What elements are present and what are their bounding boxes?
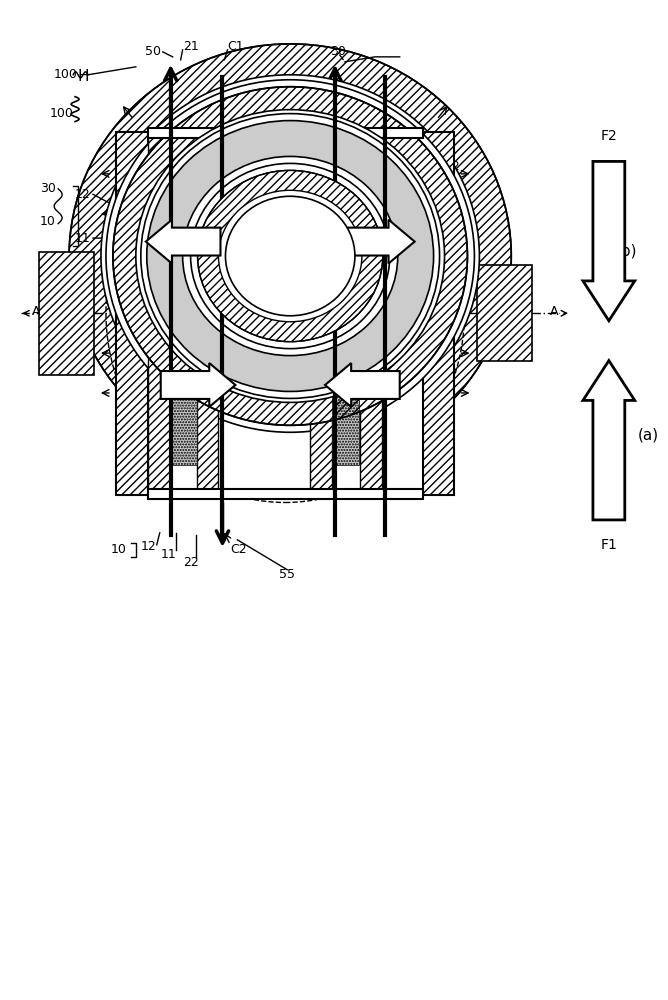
- FancyArrow shape: [583, 361, 635, 520]
- Text: (a): (a): [638, 428, 659, 443]
- Ellipse shape: [190, 163, 389, 349]
- Text: 10: 10: [111, 543, 127, 556]
- Bar: [170, 203, 196, 283]
- Text: 100: 100: [49, 107, 73, 120]
- Text: (b): (b): [616, 244, 637, 259]
- Text: 22: 22: [183, 556, 198, 569]
- Ellipse shape: [198, 170, 383, 342]
- Bar: [310, 132, 332, 495]
- FancyArrow shape: [340, 220, 415, 263]
- Bar: [332, 385, 359, 465]
- Bar: [196, 132, 218, 495]
- Ellipse shape: [182, 156, 397, 356]
- Ellipse shape: [218, 190, 362, 322]
- Bar: [148, 128, 423, 138]
- Text: 12: 12: [75, 188, 91, 201]
- Bar: [332, 203, 359, 283]
- Text: F2: F2: [601, 129, 617, 143]
- Text: 10: 10: [39, 215, 55, 228]
- Text: 22: 22: [444, 160, 460, 173]
- Text: F1: F1: [601, 538, 617, 552]
- Text: 100: 100: [53, 68, 77, 81]
- FancyArrow shape: [583, 161, 635, 321]
- Bar: [148, 132, 170, 495]
- Text: 11: 11: [75, 232, 91, 245]
- Text: 11: 11: [161, 548, 176, 561]
- Text: 12: 12: [141, 540, 157, 553]
- Ellipse shape: [136, 110, 444, 402]
- Bar: [116, 132, 148, 495]
- FancyArrow shape: [325, 363, 399, 407]
- Text: 30: 30: [40, 182, 56, 195]
- Bar: [148, 132, 423, 495]
- Text: C2: C2: [230, 543, 247, 556]
- Ellipse shape: [69, 44, 511, 468]
- Ellipse shape: [141, 114, 440, 398]
- Text: 21: 21: [182, 40, 198, 53]
- FancyArrow shape: [161, 363, 235, 407]
- Ellipse shape: [101, 75, 480, 437]
- Text: A: A: [32, 305, 41, 318]
- Bar: [170, 385, 196, 465]
- Text: C1: C1: [227, 40, 244, 53]
- FancyArrow shape: [146, 220, 220, 263]
- Text: H: H: [77, 69, 89, 84]
- Ellipse shape: [113, 87, 468, 425]
- Bar: [39, 252, 94, 375]
- Ellipse shape: [66, 42, 514, 470]
- Text: 50: 50: [145, 45, 161, 58]
- Bar: [360, 132, 382, 495]
- Bar: [478, 265, 532, 361]
- Text: A: A: [550, 305, 558, 318]
- Bar: [423, 132, 454, 495]
- Bar: [148, 489, 423, 499]
- Ellipse shape: [226, 196, 355, 316]
- Ellipse shape: [106, 80, 474, 432]
- Ellipse shape: [147, 121, 434, 391]
- Text: 30: 30: [330, 45, 346, 58]
- Text: 55: 55: [279, 568, 295, 581]
